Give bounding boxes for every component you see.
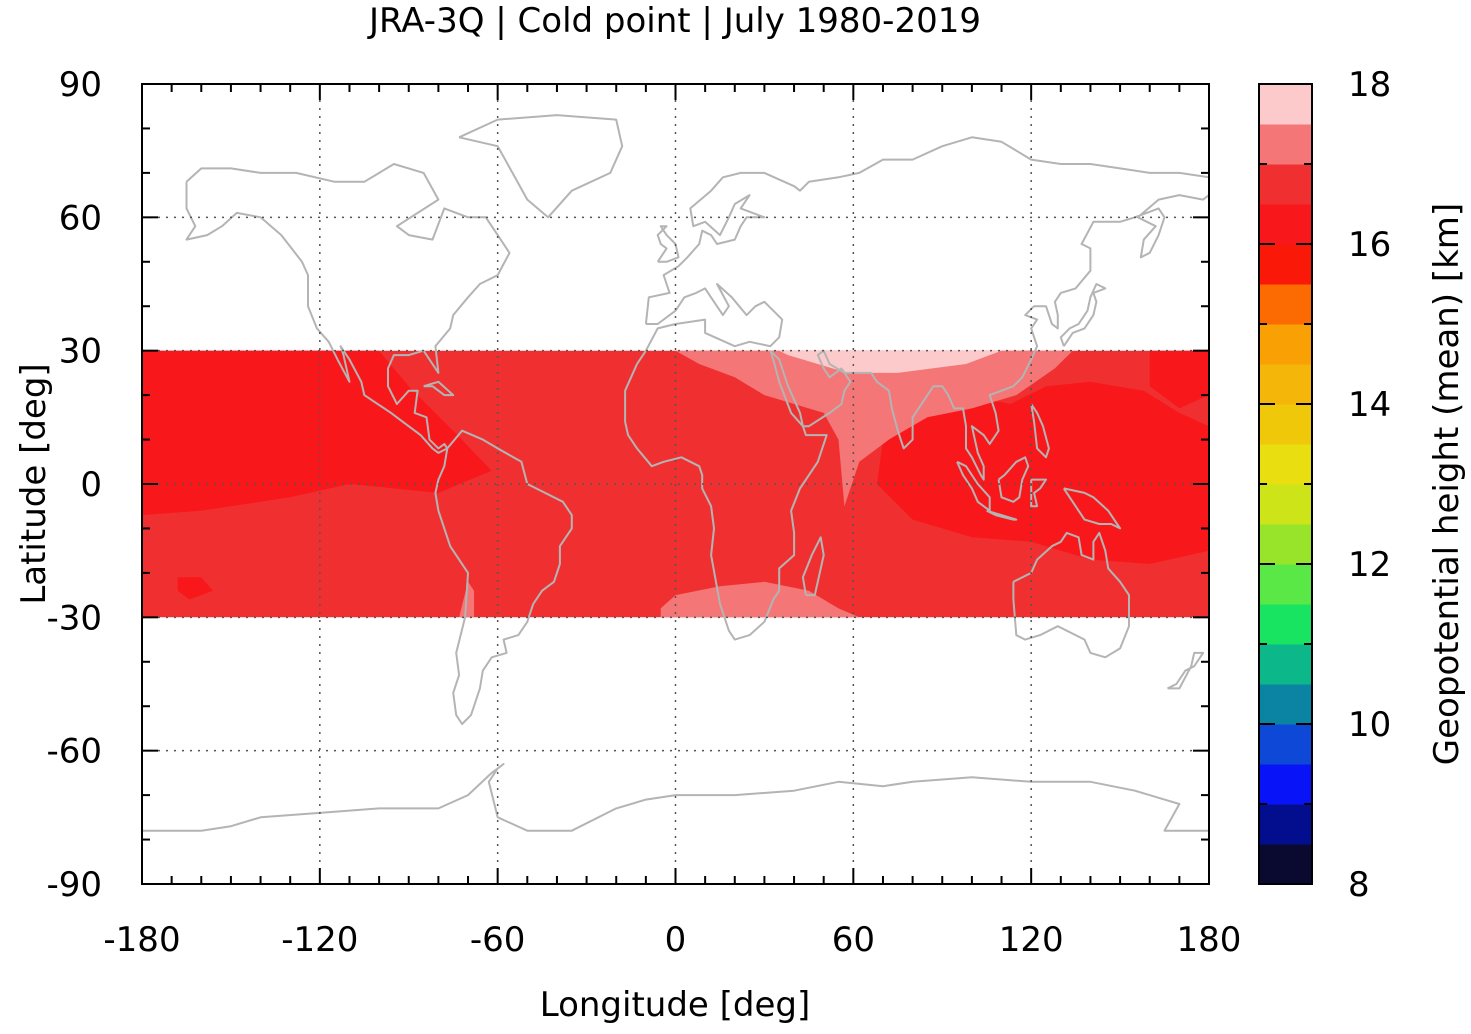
coastline-1 — [434, 429, 573, 725]
colorbar-tick-label: 16 — [1348, 225, 1391, 265]
coastline-16 — [656, 225, 680, 263]
x-tick-label: 120 — [999, 920, 1064, 960]
colorbar-segment — [1259, 484, 1312, 525]
colorbar-segment — [1259, 324, 1312, 365]
colorbar — [1258, 83, 1313, 885]
y-axis-label: Latitude [deg] — [14, 363, 54, 604]
x-tick-label: -180 — [103, 920, 180, 960]
coastline-9 — [997, 456, 1030, 503]
coastline-17 — [458, 114, 624, 219]
field-region-1 — [142, 350, 492, 516]
colorbar-segment — [1259, 204, 1312, 245]
chart-title: JRA-3Q | Cold point | July 1980-2019 — [367, 1, 981, 41]
colorbar-segment — [1259, 684, 1312, 725]
colorbar-segment — [1259, 404, 1312, 445]
coastline-3 — [644, 136, 1209, 325]
axis-ticks — [141, 83, 1210, 885]
coastlines — [142, 114, 1209, 832]
x-tick-label: -120 — [281, 920, 358, 960]
coastline-5 — [1012, 531, 1130, 659]
coastline-13 — [142, 763, 1209, 832]
x-axis-label: Longitude [deg] — [540, 985, 811, 1025]
colorbar-segment — [1259, 604, 1312, 645]
coastline-6 — [1059, 283, 1107, 347]
colorbar-segment — [1259, 804, 1312, 845]
y-tick-labels: -90 -60 -30 0 30 60 90 — [46, 65, 102, 905]
colorbar-segment — [1259, 844, 1312, 885]
y-tick-label: 90 — [59, 65, 102, 105]
colorbar-label: Geopotential height (mean) [km] — [1427, 203, 1467, 765]
colorbar-tick-label: 8 — [1348, 865, 1370, 905]
colorbar-segment — [1259, 524, 1312, 565]
colorbar-tick-label: 18 — [1348, 65, 1391, 105]
y-tick-label: 0 — [80, 465, 102, 505]
y-tick-label: -90 — [46, 865, 102, 905]
colorbar-segment — [1259, 124, 1312, 165]
colorbar-segment — [1259, 84, 1312, 125]
colorbar-segment — [1259, 284, 1312, 325]
colorbar-segment — [1259, 244, 1312, 285]
field-region-4 — [1149, 350, 1209, 409]
x-tick-labels: -180 -120 -60 0 60 120 180 — [103, 920, 1241, 960]
field-region-5 — [877, 381, 1209, 564]
colorbar-tick-labels: 8 10 12 14 16 18 — [1348, 65, 1391, 905]
y-tick-label: -30 — [46, 598, 102, 638]
coastline-8 — [986, 509, 1018, 521]
colorbar-tick-label: 12 — [1348, 545, 1391, 585]
grid-lines — [142, 84, 1209, 884]
field-region-2 — [230, 350, 335, 373]
coastline-14 — [1167, 651, 1205, 690]
colorbar-segment — [1259, 644, 1312, 685]
colorbar-segment — [1259, 364, 1312, 405]
field-region-6 — [675, 350, 1073, 507]
y-tick-label: 60 — [59, 198, 102, 238]
x-tick-label: 0 — [665, 920, 687, 960]
coastline-11 — [1062, 487, 1122, 530]
colorbar-tick-label: 10 — [1348, 705, 1391, 745]
colorbar-segment — [1259, 724, 1312, 765]
colorbar-segment — [1259, 164, 1312, 205]
colorbar-tick-label: 14 — [1348, 385, 1391, 425]
y-tick-label: -60 — [46, 732, 102, 772]
x-tick-label: -60 — [470, 920, 526, 960]
coastline-4 — [769, 194, 1209, 481]
colorbar-segment — [1259, 564, 1312, 605]
colorbar-segment — [1259, 764, 1312, 805]
field-region-3 — [177, 577, 214, 600]
x-tick-label: 180 — [1177, 920, 1242, 960]
coastline-12 — [1030, 403, 1050, 459]
y-tick-label: 30 — [59, 332, 102, 372]
coastline-18 — [423, 380, 455, 397]
coastline-0 — [185, 163, 511, 454]
coastline-2 — [624, 283, 828, 641]
coastline-15 — [801, 536, 825, 597]
colorbar-segment — [1259, 444, 1312, 485]
field-region-8 — [660, 581, 860, 618]
coastline-10 — [1030, 478, 1047, 508]
x-tick-label: 60 — [832, 920, 875, 960]
